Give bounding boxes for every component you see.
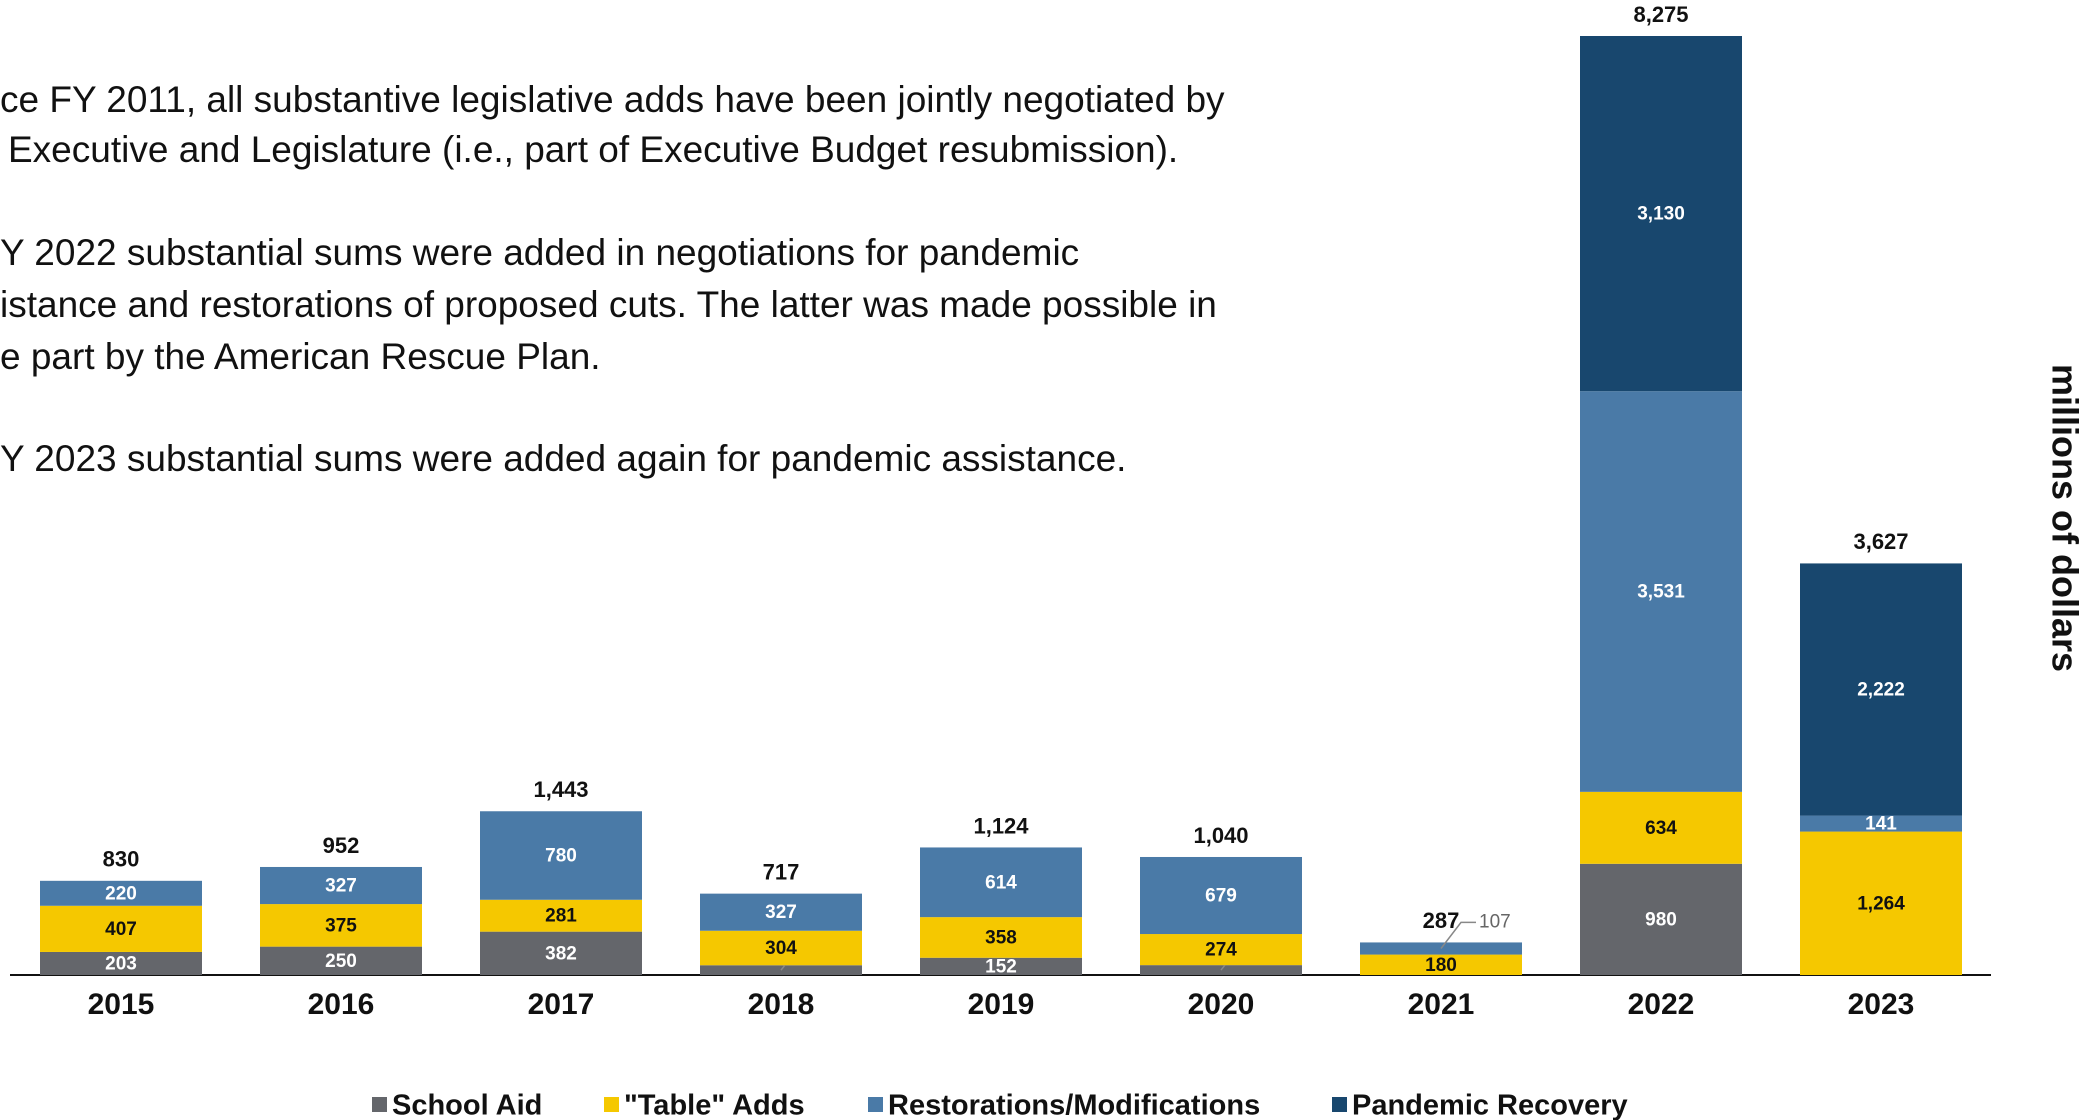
bar-segment xyxy=(480,931,642,975)
bar-segment xyxy=(920,847,1082,918)
value-label: 382 xyxy=(545,943,577,964)
legend-swatch xyxy=(1332,1097,1347,1112)
total-label: 717 xyxy=(763,859,800,884)
y-axis-label: millions of dollars xyxy=(2044,364,2082,672)
bar-segment xyxy=(480,811,642,900)
total-label: 3,627 xyxy=(1853,529,1908,554)
bar-segment xyxy=(1800,831,1962,975)
legend-swatch xyxy=(372,1097,387,1112)
legend-swatch xyxy=(604,1097,619,1112)
bar-segment xyxy=(1580,391,1742,792)
legend-label: Restorations/Modifications xyxy=(888,1090,1260,1120)
legend-label: "Table" Adds xyxy=(624,1090,805,1120)
note-text: Executive and Legislature (i.e., part of… xyxy=(8,129,1178,170)
value-label: 281 xyxy=(545,906,577,927)
total-label: 1,040 xyxy=(1193,823,1248,848)
value-label: 407 xyxy=(105,919,137,940)
value-label: 3,130 xyxy=(1637,204,1685,225)
bar-segment xyxy=(260,866,422,905)
bar-segment xyxy=(1800,815,1962,832)
value-label: 250 xyxy=(325,951,357,972)
value-label: 152 xyxy=(985,956,1017,977)
value-label: 180 xyxy=(1425,955,1457,976)
bar-segment xyxy=(1580,863,1742,975)
total-label: 287 xyxy=(1423,908,1460,933)
value-label: 2,222 xyxy=(1857,680,1905,701)
total-label: 1,124 xyxy=(973,813,1029,838)
x-tick-label: 2018 xyxy=(748,988,815,1021)
x-tick-label: 2022 xyxy=(1628,988,1695,1021)
legend-label: School Aid xyxy=(392,1090,542,1120)
value-label: 107 xyxy=(1479,911,1511,932)
legend-label: Pandemic Recovery xyxy=(1352,1090,1628,1120)
value-label: 141 xyxy=(1865,814,1897,835)
bar-segment xyxy=(40,951,202,975)
total-label: 830 xyxy=(103,847,140,872)
x-tick-label: 2021 xyxy=(1408,988,1475,1021)
value-label: 358 xyxy=(985,927,1017,948)
total-label: 8,275 xyxy=(1633,2,1688,27)
bar-segment xyxy=(1800,563,1962,816)
note-text: Y 2023 substantial sums were added again… xyxy=(0,438,1126,479)
value-label: 679 xyxy=(1205,886,1237,907)
note-text: ce FY 2011, all substantive legislative … xyxy=(0,79,1225,120)
total-label: 1,443 xyxy=(533,777,588,802)
bar-segment xyxy=(920,917,1082,958)
bar-segment xyxy=(700,930,862,966)
total-label: 952 xyxy=(323,833,360,858)
bar-segment xyxy=(700,893,862,931)
bar-segment xyxy=(260,904,422,947)
bar-segment xyxy=(40,905,202,952)
value-label: 220 xyxy=(105,883,137,904)
bar-segment xyxy=(40,880,202,906)
value-label: 274 xyxy=(1205,940,1237,961)
x-tick-label: 2023 xyxy=(1848,988,1915,1021)
value-label: 327 xyxy=(325,876,357,897)
x-tick-label: 2020 xyxy=(1188,988,1255,1021)
value-label: 203 xyxy=(105,953,137,974)
bar-segment xyxy=(1580,36,1742,392)
x-tick-label: 2015 xyxy=(88,988,155,1021)
value-label: 375 xyxy=(325,915,357,936)
value-label: 980 xyxy=(1645,909,1677,930)
value-label: 614 xyxy=(985,872,1017,893)
legend-swatch xyxy=(868,1097,883,1112)
bar-segment xyxy=(1140,856,1302,935)
leader-line xyxy=(1440,921,1476,949)
x-tick-label: 2019 xyxy=(968,988,1035,1021)
value-label: 780 xyxy=(545,846,577,867)
value-label: 634 xyxy=(1645,818,1677,839)
value-label: 3,531 xyxy=(1637,582,1685,603)
note-text: istance and restorations of proposed cut… xyxy=(0,284,1217,325)
bar-segment xyxy=(1580,791,1742,864)
note-text: Y 2022 substantial sums were added in ne… xyxy=(0,232,1079,273)
bar-segment xyxy=(920,957,1082,975)
bar-segment xyxy=(1140,934,1302,966)
value-label: 327 xyxy=(765,902,797,923)
x-tick-label: 2017 xyxy=(528,988,595,1021)
note-text: e part by the American Rescue Plan. xyxy=(0,336,601,377)
bar-segment xyxy=(260,946,422,975)
x-tick-label: 2016 xyxy=(308,988,375,1021)
value-label: 1,264 xyxy=(1857,893,1905,914)
bar-segment xyxy=(480,899,642,932)
value-label: 304 xyxy=(765,938,797,959)
bar-segment xyxy=(1360,954,1522,975)
